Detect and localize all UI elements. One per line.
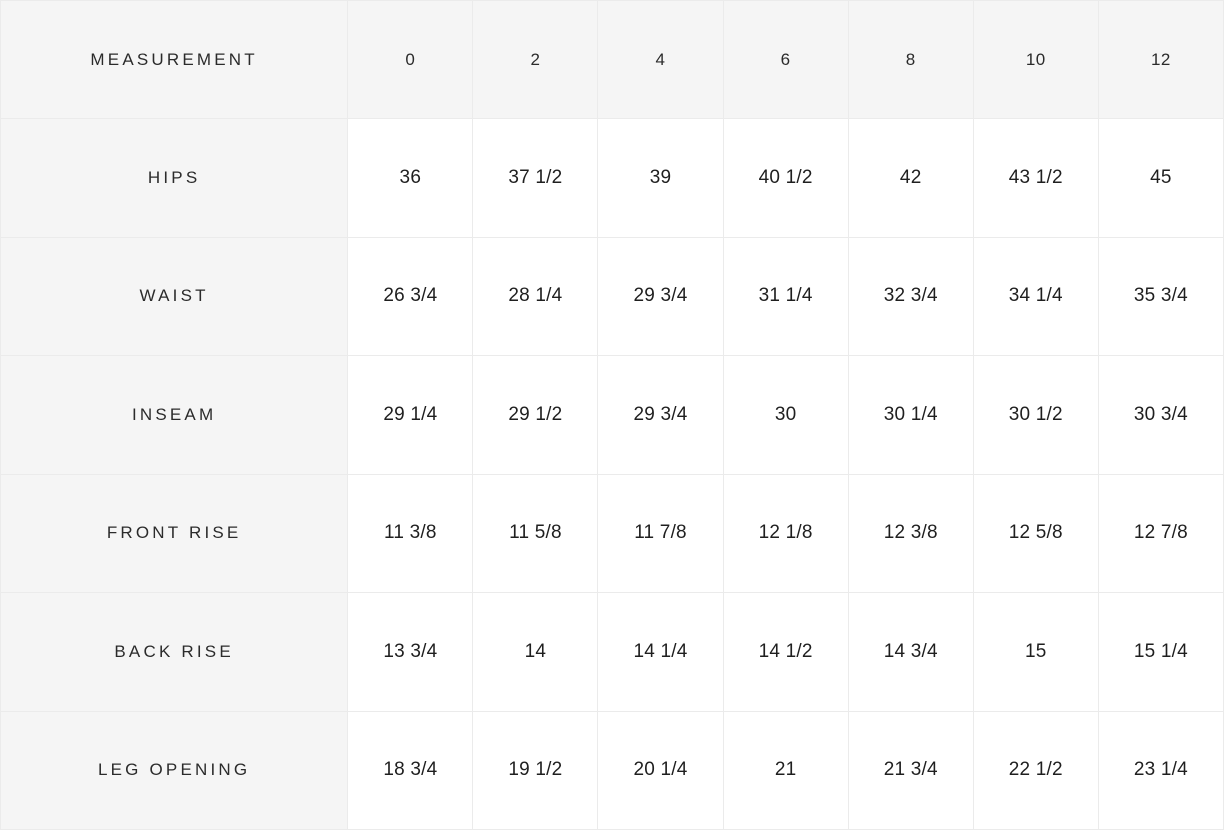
cell-leg-opening-0: 18 3/4 (347, 710, 474, 830)
table-body: HIPS 36 37 1/2 39 40 1/2 42 43 1/2 45 WA… (0, 118, 1224, 830)
column-header-size-2: 2 (472, 0, 599, 119)
row-label-front-rise: FRONT RISE (0, 473, 349, 593)
cell-waist-6: 31 1/4 (722, 236, 849, 356)
cell-leg-opening-12: 23 1/4 (1097, 710, 1224, 830)
column-header-size-0: 0 (347, 0, 474, 119)
cell-back-rise-4: 14 1/4 (597, 592, 724, 712)
cell-inseam-6: 30 (722, 355, 849, 475)
cell-hips-12: 45 (1097, 118, 1224, 238)
cell-hips-10: 43 1/2 (972, 118, 1099, 238)
table-row: LEG OPENING 18 3/4 19 1/2 20 1/4 21 21 3… (0, 710, 1224, 830)
table-row: HIPS 36 37 1/2 39 40 1/2 42 43 1/2 45 (0, 118, 1224, 238)
row-label-inseam: INSEAM (0, 355, 349, 475)
cell-leg-opening-4: 20 1/4 (597, 710, 724, 830)
column-header-measurement: MEASUREMENT (0, 0, 349, 119)
table-row: FRONT RISE 11 3/8 11 5/8 11 7/8 12 1/8 1… (0, 473, 1224, 593)
column-header-size-8: 8 (847, 0, 974, 119)
cell-waist-0: 26 3/4 (347, 236, 474, 356)
cell-back-rise-12: 15 1/4 (1097, 592, 1224, 712)
cell-front-rise-6: 12 1/8 (722, 473, 849, 593)
cell-inseam-4: 29 3/4 (597, 355, 724, 475)
cell-hips-0: 36 (347, 118, 474, 238)
table-row: INSEAM 29 1/4 29 1/2 29 3/4 30 30 1/4 30… (0, 355, 1224, 475)
cell-leg-opening-2: 19 1/2 (472, 710, 599, 830)
cell-waist-2: 28 1/4 (472, 236, 599, 356)
cell-front-rise-4: 11 7/8 (597, 473, 724, 593)
cell-leg-opening-10: 22 1/2 (972, 710, 1099, 830)
cell-hips-2: 37 1/2 (472, 118, 599, 238)
row-label-hips: HIPS (0, 118, 349, 238)
header-row: MEASUREMENT 0 2 4 6 8 10 12 (0, 0, 1224, 119)
cell-back-rise-10: 15 (972, 592, 1099, 712)
cell-front-rise-2: 11 5/8 (472, 473, 599, 593)
cell-hips-8: 42 (847, 118, 974, 238)
cell-front-rise-8: 12 3/8 (847, 473, 974, 593)
cell-hips-6: 40 1/2 (722, 118, 849, 238)
column-header-size-10: 10 (972, 0, 1099, 119)
cell-waist-12: 35 3/4 (1097, 236, 1224, 356)
cell-leg-opening-6: 21 (722, 710, 849, 830)
row-label-leg-opening: LEG OPENING (0, 710, 349, 830)
cell-back-rise-2: 14 (472, 592, 599, 712)
cell-front-rise-12: 12 7/8 (1097, 473, 1224, 593)
cell-hips-4: 39 (597, 118, 724, 238)
column-header-size-12: 12 (1097, 0, 1224, 119)
table-header: MEASUREMENT 0 2 4 6 8 10 12 (0, 0, 1224, 119)
cell-waist-8: 32 3/4 (847, 236, 974, 356)
cell-inseam-10: 30 1/2 (972, 355, 1099, 475)
cell-front-rise-10: 12 5/8 (972, 473, 1099, 593)
cell-waist-10: 34 1/4 (972, 236, 1099, 356)
table-row: BACK RISE 13 3/4 14 14 1/4 14 1/2 14 3/4… (0, 592, 1224, 712)
cell-inseam-0: 29 1/4 (347, 355, 474, 475)
cell-back-rise-6: 14 1/2 (722, 592, 849, 712)
cell-front-rise-0: 11 3/8 (347, 473, 474, 593)
table-row: WAIST 26 3/4 28 1/4 29 3/4 31 1/4 32 3/4… (0, 236, 1224, 356)
row-label-back-rise: BACK RISE (0, 592, 349, 712)
cell-waist-4: 29 3/4 (597, 236, 724, 356)
cell-inseam-2: 29 1/2 (472, 355, 599, 475)
cell-inseam-8: 30 1/4 (847, 355, 974, 475)
cell-back-rise-8: 14 3/4 (847, 592, 974, 712)
column-header-size-4: 4 (597, 0, 724, 119)
row-label-waist: WAIST (0, 236, 349, 356)
column-header-size-6: 6 (722, 0, 849, 119)
cell-leg-opening-8: 21 3/4 (847, 710, 974, 830)
cell-inseam-12: 30 3/4 (1097, 355, 1224, 475)
cell-back-rise-0: 13 3/4 (347, 592, 474, 712)
